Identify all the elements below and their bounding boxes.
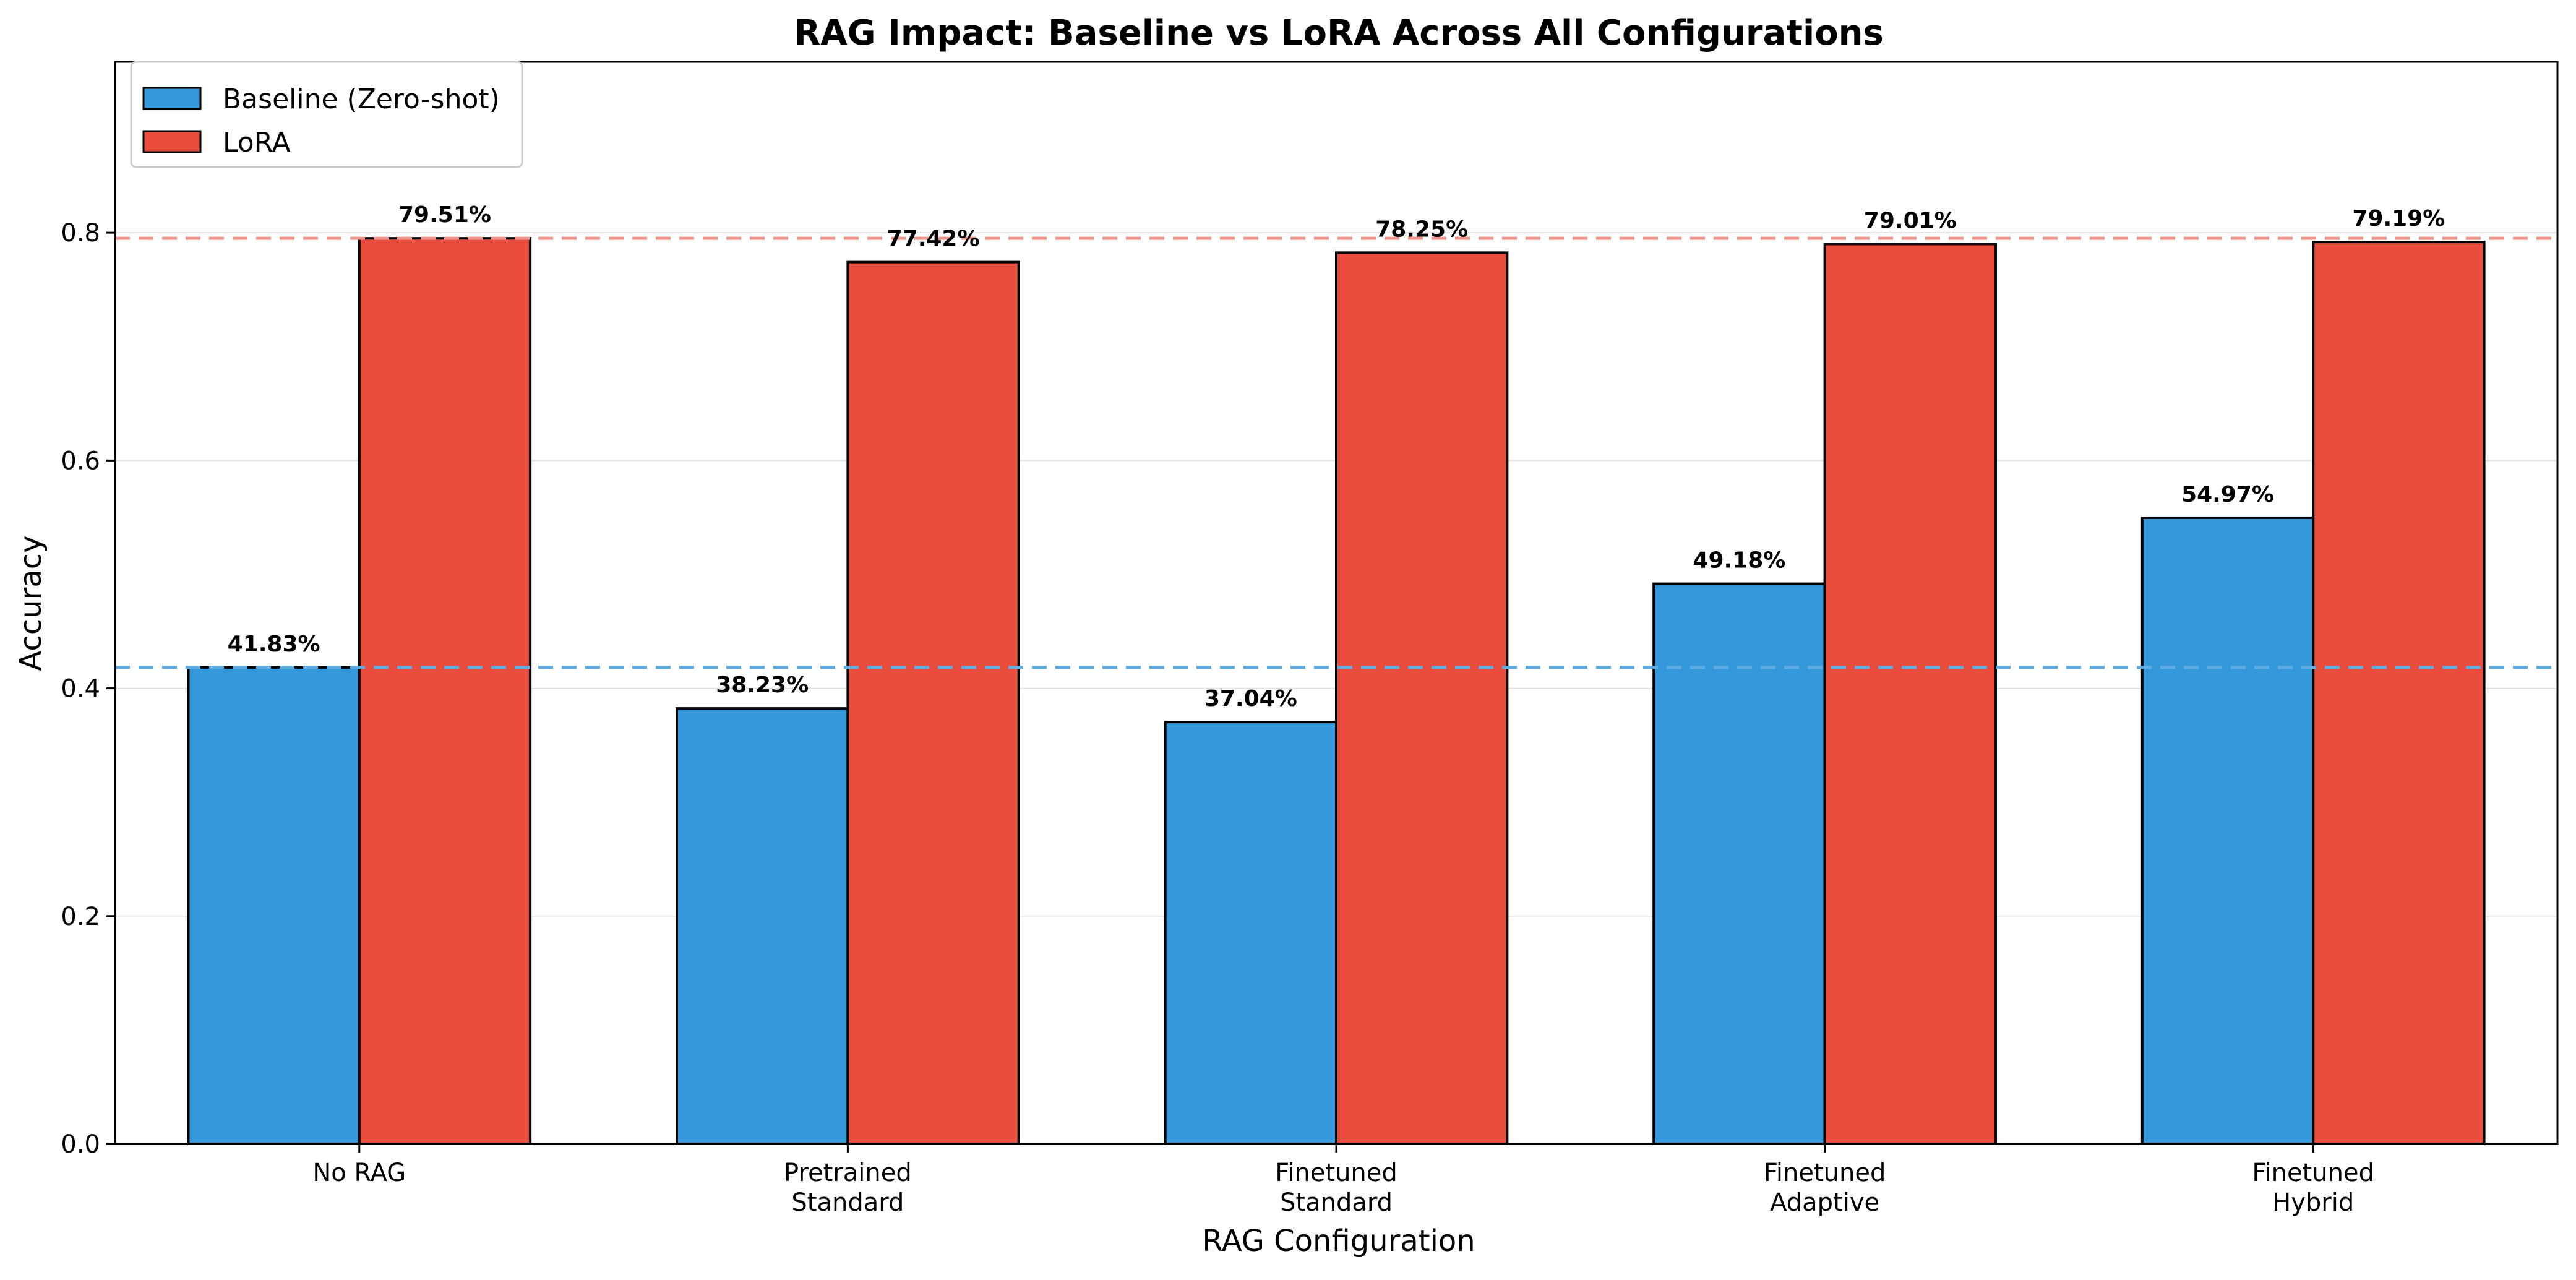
chart-title: RAG Impact: Baseline vs LoRA Across All …: [794, 13, 1884, 53]
y-axis-label: Accuracy: [14, 535, 48, 671]
bar-baseline: [1164, 721, 1337, 1145]
legend-box: [130, 61, 523, 168]
bar-lora: [2312, 241, 2486, 1145]
x-tick-label: No RAG: [312, 1159, 406, 1187]
value-label-baseline: 49.18%: [1693, 548, 1785, 573]
legend-label-baseline: Baseline (Zero-shot): [223, 84, 500, 115]
value-label-lora: 79.19%: [2352, 206, 2445, 231]
value-label-baseline: 41.83%: [228, 632, 320, 657]
value-label-lora: 77.42%: [887, 226, 980, 252]
axes: 0.0 0.2 0.4 0.6 0.8 No RAG Pretrained Standard F…: [61, 219, 2374, 1217]
data-labels: 41.83% 38.23% 37.04% 49.18% 54.97% 79.51% 77.4…: [228, 202, 2445, 711]
y-tick-label: 0.6: [61, 447, 100, 475]
value-label-lora: 79.51%: [398, 202, 491, 228]
legend-swatch-baseline: [142, 87, 202, 110]
bar-baseline: [2140, 516, 2315, 1145]
y-tick-label: 0.8: [61, 219, 100, 247]
value-label-baseline: 38.23%: [716, 672, 809, 698]
reference-lines: [115, 236, 2557, 669]
legend-label-lora: LoRA: [223, 127, 291, 158]
bar-lora: [1823, 243, 1997, 1146]
x-tick-label: Finetuned Standard: [1275, 1159, 1397, 1217]
bar-lora: [846, 260, 1020, 1145]
x-tick-label: Finetuned Hybrid: [2252, 1159, 2374, 1217]
value-label-baseline: 37.04%: [1204, 686, 1297, 711]
bars: [187, 237, 2486, 1146]
bar-baseline: [187, 666, 361, 1145]
value-label-lora: 79.01%: [1864, 208, 1957, 233]
y-tick-label: 0.0: [61, 1130, 100, 1159]
x-tick-label: Finetuned Adaptive: [1764, 1159, 1886, 1217]
value-label-baseline: 54.97%: [2181, 482, 2274, 507]
legend-swatch-lora: [142, 130, 202, 153]
value-label-lora: 78.25%: [1375, 217, 1468, 242]
x-axis-label: RAG Configuration: [1202, 1224, 1475, 1258]
bar-baseline: [676, 707, 849, 1145]
bar-lora: [358, 237, 532, 1145]
bar-lora: [1335, 251, 1509, 1145]
x-tick-label: Pretrained Standard: [784, 1159, 912, 1217]
legend: Baseline (Zero-shot) LoRA: [130, 61, 523, 168]
y-tick-label: 0.4: [61, 675, 100, 703]
y-tick-label: 0.2: [61, 903, 100, 931]
